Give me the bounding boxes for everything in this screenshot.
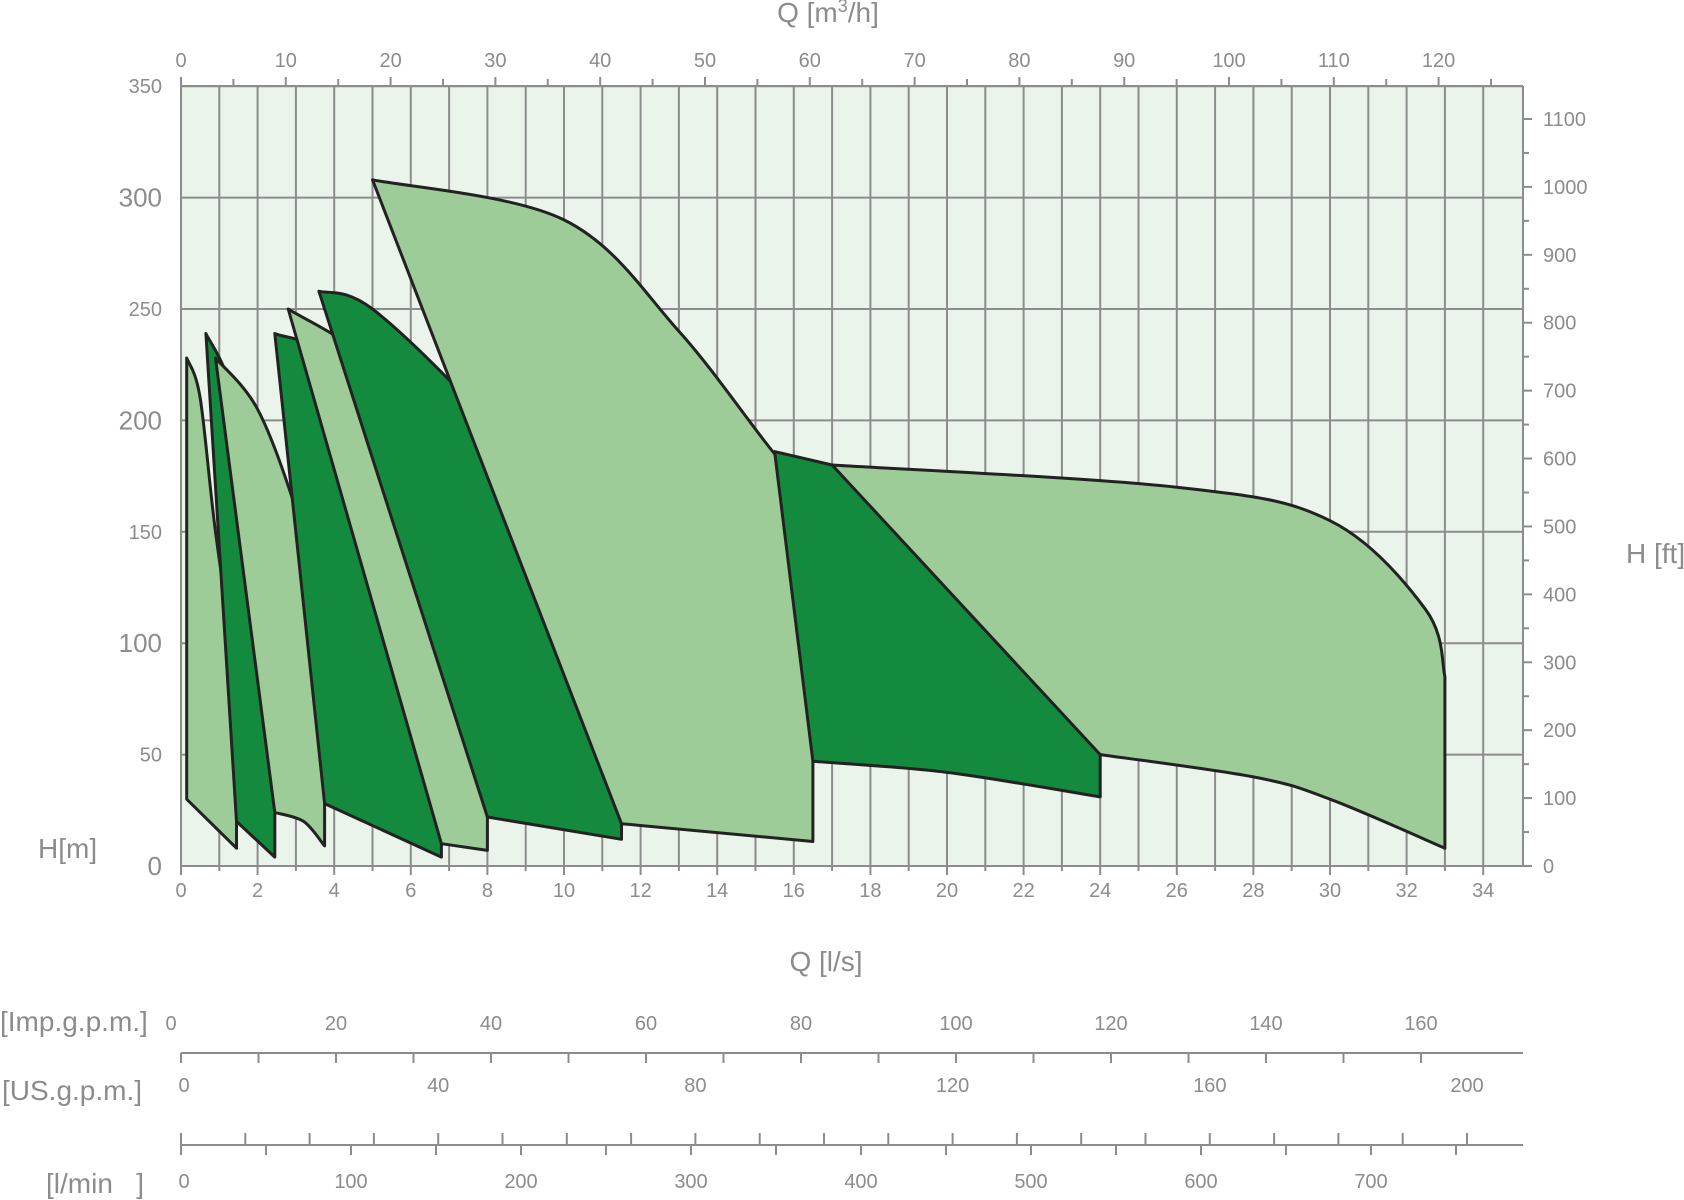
us-gpm-title: [US.g.p.m.] — [2, 1075, 142, 1106]
x-tick-label: 4 — [329, 880, 340, 902]
x-tick-label: 12 — [629, 880, 651, 902]
y-tick-label: 350 — [129, 76, 162, 98]
top-axis-title-end: /h] — [848, 0, 879, 28]
imp-gpm-title: [Imp.g.p.m.] — [0, 1006, 148, 1037]
top-tick-label: 20 — [379, 50, 401, 72]
top-tick-label: 100 — [1212, 50, 1245, 72]
top-axis-title-sup: 3 — [838, 0, 848, 16]
x-tick-label: 28 — [1242, 880, 1264, 902]
us-gpm-tick-label: 80 — [684, 1075, 706, 1097]
x-tick-label: 0 — [175, 880, 186, 902]
x-tick-label: 2 — [252, 880, 263, 902]
right-tick-label: 300 — [1543, 652, 1576, 674]
right-tick-label: 700 — [1543, 381, 1576, 403]
x-tick-label: 6 — [405, 880, 416, 902]
top-tick-label: 30 — [484, 50, 506, 72]
top-tick-label: 80 — [1008, 50, 1030, 72]
top-tick-label: 60 — [799, 50, 821, 72]
imp-gpm-tick-label: 60 — [635, 1013, 657, 1035]
right-tick-label: 500 — [1543, 516, 1576, 538]
l-min-tick-label: 200 — [504, 1171, 537, 1193]
top-axis-title: Q [m3/h] — [777, 0, 879, 28]
right-axis-title: H [ft] — [1626, 538, 1684, 569]
x-tick-label: 32 — [1395, 880, 1417, 902]
bottom-axis-title: Q [l/s] — [789, 946, 862, 977]
top-tick-label: 110 — [1318, 50, 1350, 72]
top-tick-label: 50 — [694, 50, 716, 72]
right-tick-label: 800 — [1543, 313, 1576, 335]
right-tick-label: 400 — [1543, 584, 1576, 606]
series-bands — [185, 178, 1447, 859]
y-tick-label: 50 — [140, 745, 162, 767]
us-gpm-tick-label: 160 — [1193, 1075, 1226, 1097]
x-tick-label: 30 — [1319, 880, 1341, 902]
y-tick-label: 0 — [148, 851, 162, 881]
us-gpm-tick-label: 0 — [178, 1075, 189, 1097]
l-min-tick-label: 0 — [178, 1171, 189, 1193]
right-tick-label: 200 — [1543, 720, 1576, 742]
right-tick-label: 600 — [1543, 449, 1576, 471]
right-tick-label: 900 — [1543, 245, 1576, 267]
right-tick-label: 1100 — [1543, 109, 1586, 131]
l-min-tick-label: 500 — [1014, 1171, 1047, 1193]
right-tick-label: 100 — [1543, 788, 1576, 810]
x-tick-label: 10 — [553, 880, 575, 902]
imp-gpm-tick-label: 40 — [480, 1013, 502, 1035]
imp-gpm-tick-label: 0 — [165, 1013, 176, 1035]
imp-gpm-tick-label: 100 — [939, 1013, 972, 1035]
imp-gpm-tick-label: 140 — [1249, 1013, 1282, 1035]
x-tick-label: 18 — [859, 880, 881, 902]
x-tick-label: 20 — [936, 880, 958, 902]
y-tick-label: 300 — [119, 183, 162, 213]
x-tick-label: 8 — [482, 880, 493, 902]
x-tick-label: 34 — [1472, 880, 1494, 902]
imp-gpm-tick-label: 120 — [1094, 1013, 1127, 1035]
top-tick-label: 90 — [1113, 50, 1135, 72]
y-tick-label: 200 — [119, 405, 162, 435]
right-tick-label: 1000 — [1543, 177, 1588, 199]
x-tick-label: 14 — [706, 880, 728, 902]
x-tick-label: 16 — [783, 880, 805, 902]
l-min-title: [l/min ] — [46, 1168, 144, 1199]
right-tick-label: 0 — [1543, 856, 1554, 878]
top-tick-label: 120 — [1422, 50, 1455, 72]
l-min-tick-label: 400 — [844, 1171, 877, 1193]
top-tick-label: 10 — [275, 50, 297, 72]
us-gpm-tick-label: 40 — [427, 1075, 449, 1097]
us-gpm-tick-label: 200 — [1450, 1075, 1483, 1097]
x-tick-label: 26 — [1166, 880, 1188, 902]
pump-curve-band-9 — [830, 463, 1447, 850]
l-min-tick-label: 600 — [1184, 1171, 1217, 1193]
top-tick-label: 40 — [589, 50, 611, 72]
y-tick-label: 250 — [129, 299, 162, 321]
axes: 0 2 4 6 8 10 12 14 16 18 20 22 24 26 28 30 32 340 10 20 30 40… — [119, 50, 1588, 1193]
top-tick-label: 0 — [175, 50, 186, 72]
top-tick-label: 70 — [903, 50, 925, 72]
left-axis-title: H[m] — [38, 833, 97, 864]
y-tick-label: 150 — [129, 522, 162, 544]
imp-gpm-tick-label: 80 — [790, 1013, 812, 1035]
y-tick-label: 100 — [119, 628, 162, 658]
imp-gpm-tick-label: 160 — [1404, 1013, 1437, 1035]
l-min-tick-label: 100 — [334, 1171, 367, 1193]
x-tick-label: 22 — [1012, 880, 1034, 902]
imp-gpm-tick-label: 20 — [325, 1013, 347, 1035]
l-min-tick-label: 300 — [674, 1171, 707, 1193]
x-tick-label: 24 — [1089, 880, 1111, 902]
us-gpm-tick-label: 120 — [936, 1075, 969, 1097]
l-min-tick-label: 700 — [1354, 1171, 1387, 1193]
